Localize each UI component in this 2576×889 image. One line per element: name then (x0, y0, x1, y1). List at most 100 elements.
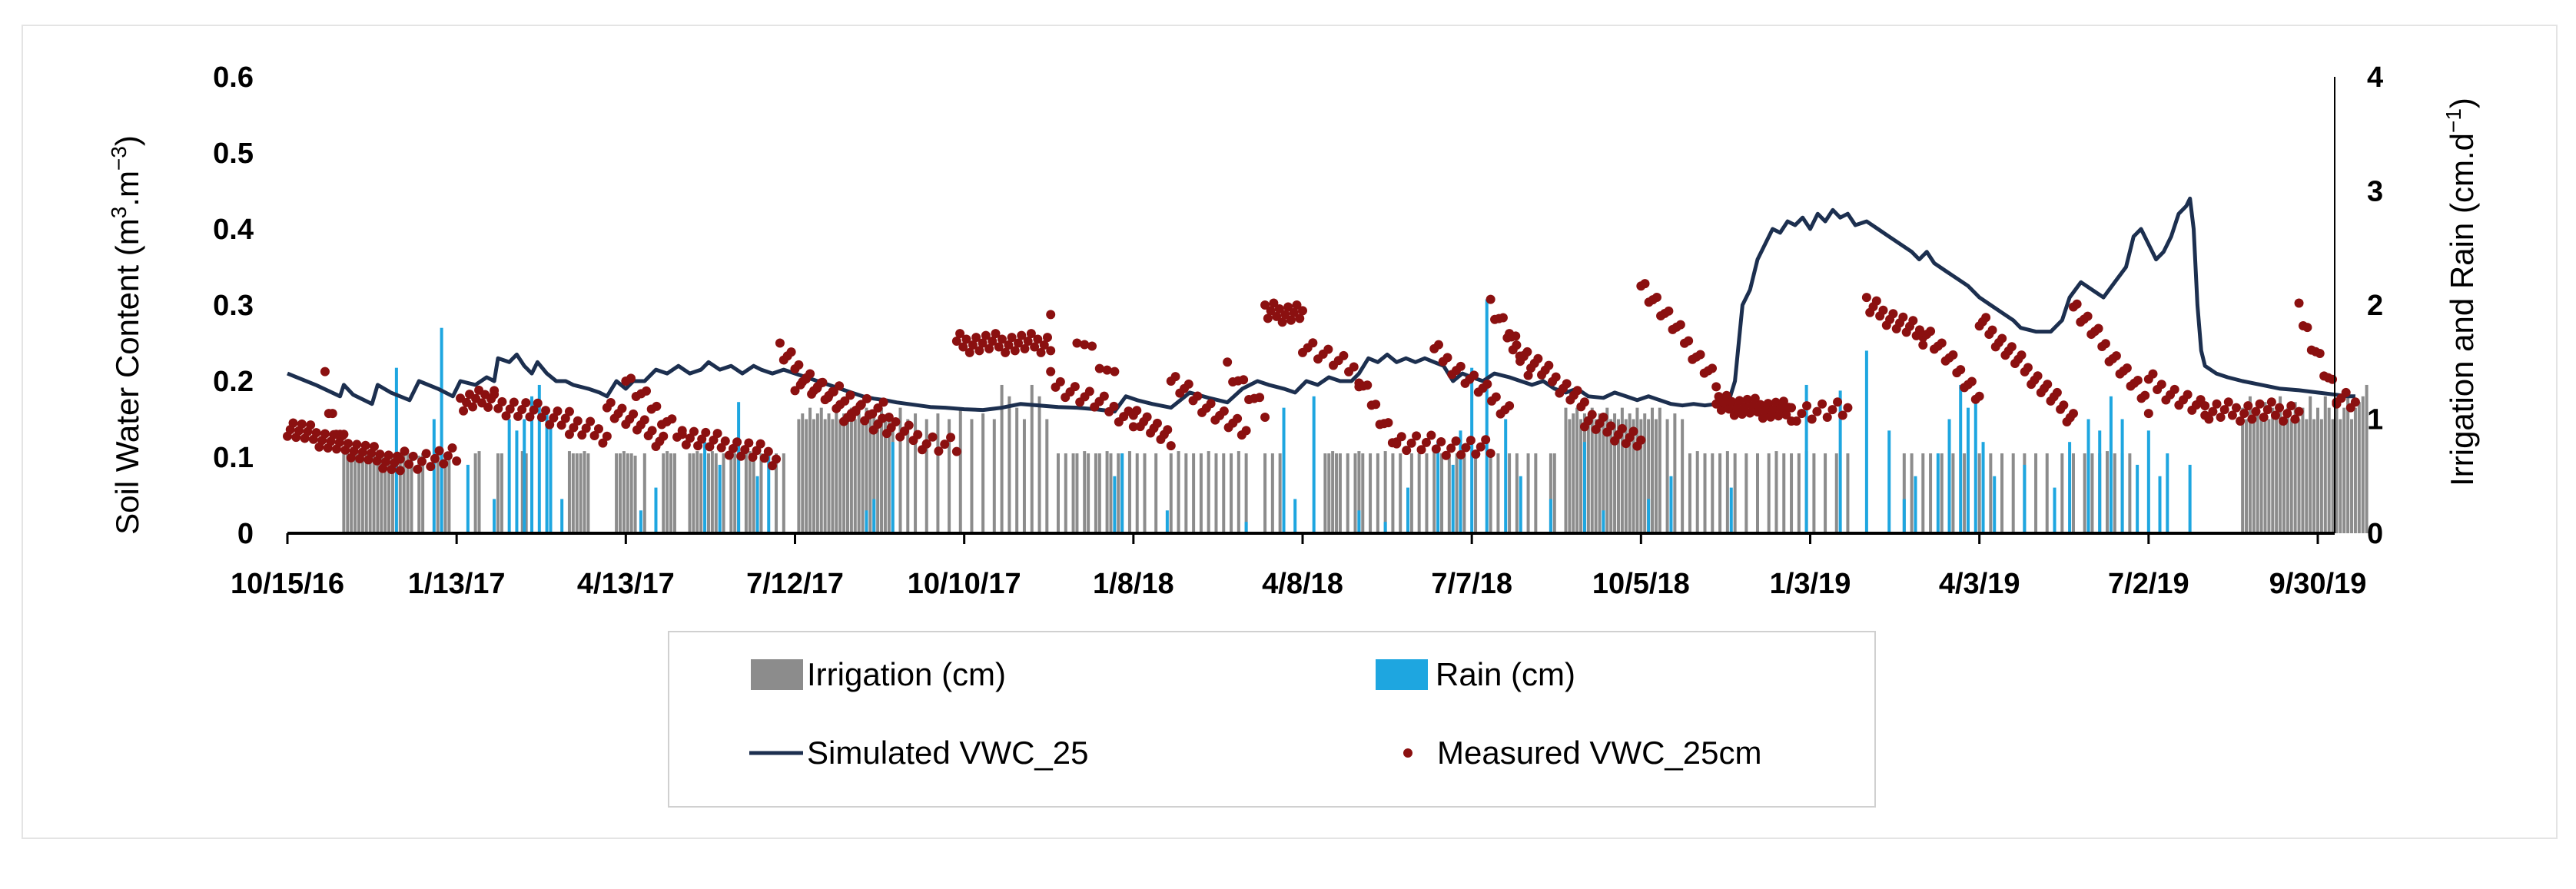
irrigation-bar (666, 451, 669, 533)
irrigation-bar (845, 419, 849, 533)
irrigation-bar (583, 451, 586, 533)
x-tick-label: 9/30/19 (2269, 568, 2367, 600)
irrigation-bar (372, 453, 376, 533)
irrigation-bar (669, 453, 673, 533)
measured-point (2200, 401, 2210, 411)
rain-bar (523, 419, 526, 533)
irrigation-bar (1605, 407, 1609, 533)
irrigation-bar (477, 451, 481, 533)
rain-bar (1436, 442, 1440, 533)
measured-point (360, 440, 370, 450)
rain-bar (2188, 464, 2192, 533)
irrigation-bar (1790, 453, 1794, 533)
rain-bar (2136, 464, 2139, 533)
measured-point (1255, 393, 1265, 403)
irrigation-bar (383, 453, 387, 533)
rain-bar (1383, 522, 1387, 533)
rain-bar (1838, 390, 1842, 533)
measured-point (2259, 413, 2269, 423)
measured-point (2294, 406, 2304, 416)
measured-point (395, 466, 405, 476)
measured-point (928, 432, 938, 442)
measured-point (1033, 334, 1043, 344)
measured-point (1491, 392, 1501, 402)
measured-point (2143, 409, 2153, 419)
irrigation-bar (2316, 407, 2319, 533)
measured-point (408, 451, 418, 461)
irrigation-bar (1620, 407, 1624, 533)
measured-point (1099, 391, 1109, 401)
measured-point (728, 443, 738, 453)
measured-point (2247, 414, 2257, 424)
measured-point (369, 442, 379, 452)
measured-point (685, 433, 695, 443)
irrigation-bar (571, 453, 575, 533)
measured-point (964, 347, 974, 357)
legend-simulated-label: Simulated VWC_25 (807, 735, 1089, 771)
measured-point (1486, 294, 1495, 304)
irrigation-bar (2357, 402, 2361, 533)
irrigation-bar (1369, 453, 1373, 533)
irrigation-bar (1169, 453, 1173, 533)
measured-point (1241, 426, 1251, 436)
rain-bar (2053, 487, 2056, 533)
irrigation-bar (805, 419, 808, 533)
measured-point (606, 398, 616, 408)
measured-point (652, 401, 662, 411)
y-tick-label: 0.6 (213, 61, 254, 94)
measured-point (1446, 443, 1456, 453)
measured-point (327, 409, 337, 419)
irrigation-bar (925, 419, 928, 533)
irrigation-bar (2301, 407, 2305, 533)
measured-point (1776, 403, 1786, 413)
measured-point (1523, 370, 1533, 380)
measured-point (1787, 403, 1797, 413)
irrigation-bar (2106, 451, 2110, 533)
rain-bar (1981, 442, 1985, 533)
irrigation-bar (872, 413, 876, 533)
irrigation-bar (2335, 402, 2339, 533)
irrigation-bar (1628, 413, 1632, 533)
measured-point (2183, 390, 2193, 400)
measured-point (2243, 401, 2253, 411)
measured-point (443, 451, 453, 461)
irrigation-bar (1496, 453, 1500, 533)
irrigation-bar (1097, 453, 1101, 533)
irrigation-bar (914, 413, 918, 533)
irrigation-bar (1977, 453, 1981, 533)
measured-point (748, 453, 758, 462)
irrigation-bar (1489, 453, 1492, 533)
irrigation-bar (350, 453, 354, 533)
irrigation-bar (1963, 453, 1967, 533)
rain-bar (515, 430, 519, 533)
irrigation-bar (868, 419, 872, 533)
measured-point (1004, 340, 1014, 350)
irrigation-bar (835, 407, 838, 533)
irrigation-bar (1383, 451, 1387, 533)
irrigation-bar (883, 419, 887, 533)
measured-point (1042, 333, 1052, 343)
measured-point (1822, 413, 1832, 423)
irrigation-bar (1376, 453, 1379, 533)
irrigation-bar (2339, 419, 2342, 533)
measured-point (1412, 431, 1422, 441)
measured-point (1572, 386, 1582, 396)
measured-point (505, 404, 515, 414)
measured-point (413, 464, 423, 474)
measured-point (320, 429, 330, 439)
measured-point (1711, 399, 1721, 409)
measured-point (1761, 406, 1771, 416)
simulated-vwc-line (287, 196, 2355, 414)
irrigation-bar (1022, 419, 1026, 533)
irrigation-bar (1586, 419, 1590, 533)
measured-point (712, 429, 722, 439)
measured-point (2219, 405, 2229, 415)
measured-point (2100, 339, 2110, 349)
irrigation-bar (2000, 453, 2004, 533)
measured-point (736, 451, 746, 461)
measured-point (2236, 416, 2246, 426)
measured-point (1684, 336, 1694, 346)
x-tick-label: 7/12/17 (746, 568, 844, 600)
rain-bar (737, 402, 741, 533)
rain-bar (1602, 510, 1605, 533)
